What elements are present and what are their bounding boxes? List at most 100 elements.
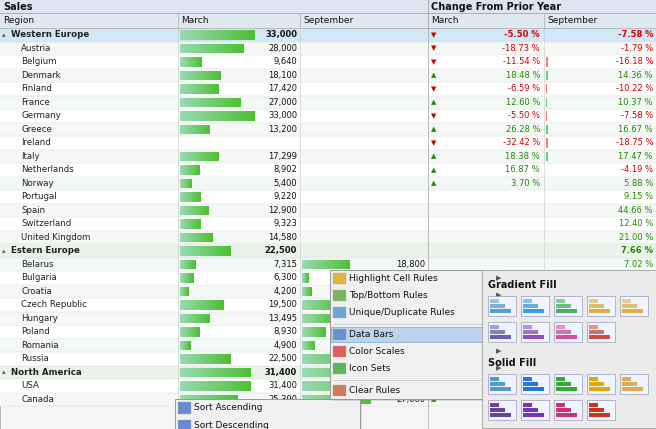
Bar xyxy=(327,395,328,404)
Bar xyxy=(212,111,213,121)
Bar xyxy=(218,97,219,107)
Text: 5.88 %: 5.88 % xyxy=(624,179,653,188)
Bar xyxy=(329,260,330,269)
Text: ▴: ▴ xyxy=(2,248,5,254)
Bar xyxy=(346,354,347,363)
Bar xyxy=(230,354,231,363)
Bar xyxy=(554,374,582,394)
Bar xyxy=(241,381,242,390)
Bar xyxy=(371,381,372,390)
Bar xyxy=(208,246,209,256)
Bar xyxy=(307,260,308,269)
Bar xyxy=(360,354,361,363)
Bar xyxy=(190,165,191,175)
Bar xyxy=(218,111,219,121)
Bar xyxy=(181,84,182,94)
Bar xyxy=(383,381,384,390)
Bar xyxy=(587,296,615,316)
Bar xyxy=(352,381,353,390)
Bar xyxy=(207,84,208,94)
Bar xyxy=(189,70,190,80)
Bar xyxy=(352,395,353,404)
Bar xyxy=(382,381,383,390)
Bar xyxy=(213,395,214,404)
Bar xyxy=(226,368,227,377)
Bar xyxy=(226,246,227,256)
Bar xyxy=(185,192,186,202)
Bar xyxy=(216,381,217,390)
Bar xyxy=(320,314,321,323)
Bar xyxy=(181,381,182,390)
Bar xyxy=(194,57,195,66)
Bar xyxy=(191,381,192,390)
Bar xyxy=(234,97,235,107)
Bar xyxy=(315,368,316,377)
Bar xyxy=(313,381,314,390)
Bar xyxy=(229,354,230,363)
Bar xyxy=(186,111,187,121)
Bar xyxy=(217,246,218,256)
Text: 14.36 %: 14.36 % xyxy=(619,71,653,80)
Bar xyxy=(235,395,236,404)
Bar xyxy=(245,368,246,377)
Bar xyxy=(211,233,212,242)
Bar xyxy=(193,260,194,269)
Bar xyxy=(314,341,315,350)
Bar xyxy=(332,300,333,309)
Bar xyxy=(236,97,237,107)
Bar xyxy=(311,300,312,309)
Bar xyxy=(303,368,304,377)
Bar xyxy=(180,300,181,309)
Bar xyxy=(190,111,191,121)
Bar xyxy=(223,381,224,390)
Bar xyxy=(322,300,323,309)
Bar xyxy=(523,377,532,381)
Text: 2.35 %: 2.35 % xyxy=(624,300,653,309)
Bar xyxy=(191,70,192,80)
Bar xyxy=(218,30,219,39)
Bar xyxy=(184,84,185,94)
Bar xyxy=(182,178,183,188)
Bar xyxy=(184,287,185,296)
Bar xyxy=(182,287,183,296)
Bar xyxy=(180,327,181,336)
Text: Gradient Fill: Gradient Fill xyxy=(488,280,557,290)
Bar xyxy=(319,314,320,323)
Bar xyxy=(214,151,215,161)
Bar xyxy=(523,330,538,333)
Bar xyxy=(191,246,192,256)
Bar xyxy=(366,368,367,377)
Bar xyxy=(358,395,359,404)
Bar xyxy=(305,341,306,350)
Bar xyxy=(197,43,198,53)
Bar xyxy=(205,43,206,53)
Bar xyxy=(347,354,348,363)
Bar xyxy=(223,43,224,53)
Bar xyxy=(355,354,356,363)
Bar xyxy=(182,57,183,66)
Bar xyxy=(212,246,213,256)
Bar xyxy=(315,314,316,323)
Bar xyxy=(188,111,189,121)
Bar xyxy=(208,233,209,242)
Bar xyxy=(185,273,186,283)
Bar xyxy=(199,192,200,202)
Bar xyxy=(361,395,362,404)
Bar xyxy=(230,30,231,39)
Bar xyxy=(376,368,377,377)
Bar xyxy=(216,354,217,363)
Bar xyxy=(197,30,198,39)
Bar xyxy=(180,43,181,53)
Bar xyxy=(197,354,198,363)
Bar xyxy=(324,300,325,309)
Bar xyxy=(354,381,355,390)
Bar xyxy=(311,341,312,350)
Bar xyxy=(356,395,357,404)
Bar xyxy=(0,352,656,366)
Bar xyxy=(357,395,358,404)
Bar xyxy=(311,287,312,296)
Bar xyxy=(194,165,195,175)
Bar xyxy=(188,43,189,53)
Bar xyxy=(192,219,193,229)
Bar xyxy=(186,70,187,80)
